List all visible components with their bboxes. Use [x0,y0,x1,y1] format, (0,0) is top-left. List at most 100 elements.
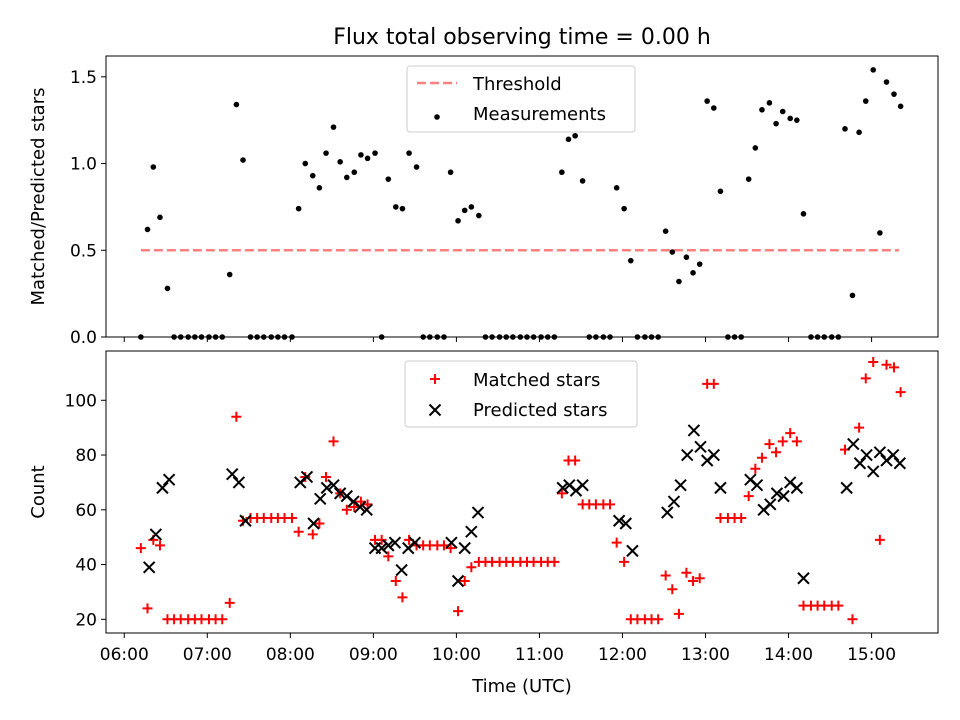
measurement-point [842,126,848,132]
legend-predicted-label: Predicted stars [473,400,607,421]
predicted-star-point [382,539,395,552]
predicted-star-point [867,465,880,478]
measurement-point [627,257,634,264]
measurement-point [862,98,869,104]
predicted-star-point [576,478,589,492]
matched-star-point [224,597,235,608]
measurement-point [461,207,468,214]
matched-star-point [888,362,899,373]
predicted-star-point [893,457,907,470]
y-tick-label: 1.5 [70,68,97,88]
measurement-point [856,129,862,136]
matched-star-point [217,614,228,625]
measurement-point [870,67,877,73]
matched-star-point [376,534,387,545]
measurement-point [690,270,696,276]
measurement-point [392,204,399,210]
predicted-star-point [681,448,694,462]
matched-star-point [743,491,754,502]
matched-star-point [341,504,352,515]
predicted-star-point [239,514,252,527]
matched-star-point [453,606,464,617]
matched-star-point [708,378,719,389]
measurement-point [621,205,627,212]
y-tick-label: 100 [65,391,97,411]
predicted-star-point [674,478,687,492]
predicted-star-point [408,536,422,549]
predicted-star-point [714,481,727,495]
matched-star-point [307,529,318,540]
predicted-star-point [149,528,163,541]
measurement-point [240,157,246,163]
legend-matched-swatch [430,374,440,384]
matched-star-point [660,570,671,581]
y-tick-label: 80 [75,446,97,466]
predicted-star-point [612,514,626,527]
predicted-star-point [142,561,156,574]
y-tick-label: 40 [75,556,97,576]
measurement-point [897,103,904,110]
legend-box [404,360,638,428]
ratio-panel: 0.0 0.5 1.0 1.5 Matched/Predicted stars Thres… [28,55,939,348]
matched-star-point [750,463,761,474]
measurement-point [323,150,329,156]
measurement-point [745,176,752,182]
measurement-point [759,106,765,113]
measurement-point [302,160,309,167]
matched-star-point [611,537,622,548]
predicted-star-point [626,544,639,558]
legend-predicted-swatch [428,403,442,417]
predicted-star-point [375,541,388,555]
plot-frame [105,55,939,338]
measurement-point [752,145,759,151]
measurement-point [406,150,412,156]
y-axis-label: Matched/Predicted stars [28,88,49,306]
predicted-star-point [694,440,707,454]
x-tick-label: 09:00 [349,645,398,665]
y-tick-label: 20 [75,610,97,630]
y-tick-label: 0.5 [70,241,97,261]
matched-star-point [459,575,470,586]
predicted-star-point [619,517,632,530]
predicted-star-point [232,476,246,489]
predicted-star-point [300,470,314,484]
measurement-point [572,132,578,139]
measurement-point [565,136,572,143]
x-axis-label: Time (UTC) [471,676,572,697]
predicted-star-point [353,500,367,514]
measurement-point [696,261,703,267]
measurement-point [683,254,690,261]
matched-star-point [785,428,796,439]
predicted-star-point [873,446,887,459]
measurement-point [704,98,710,104]
predicted-star-point [471,506,485,519]
x-tick-label: 07:00 [183,645,232,665]
predicted-star-point [156,481,169,495]
legend-measurements-swatch [434,114,440,120]
predicted-star-point [707,448,721,462]
predicted-star-point [162,473,176,486]
legend-measurements-label: Measurements [473,104,606,125]
matched-star-point [881,359,892,370]
predicted-star-point [320,481,334,495]
x-tick-label: 12:00 [598,645,647,665]
measurement-point [787,115,793,122]
predicted-star-point [847,437,860,451]
matched-star-point [549,556,560,567]
measurement-point [157,214,163,221]
matched-star-point [605,499,616,510]
x-tick-label: 10:00 [432,645,481,665]
predicted-star-point [333,487,347,500]
measurement-point [883,79,890,85]
predicted-star-point [777,489,790,503]
predicted-star-point [764,498,777,511]
predicted-star-point [465,525,478,538]
measurement-point [337,159,343,165]
matched-star-point [777,436,788,447]
x-tick-label: 14:00 [764,645,813,665]
predicted-star-point [661,506,674,519]
predicted-star-point [840,481,853,495]
matched-star-point [860,373,871,384]
legend-matched-label: Matched stars [473,370,600,391]
